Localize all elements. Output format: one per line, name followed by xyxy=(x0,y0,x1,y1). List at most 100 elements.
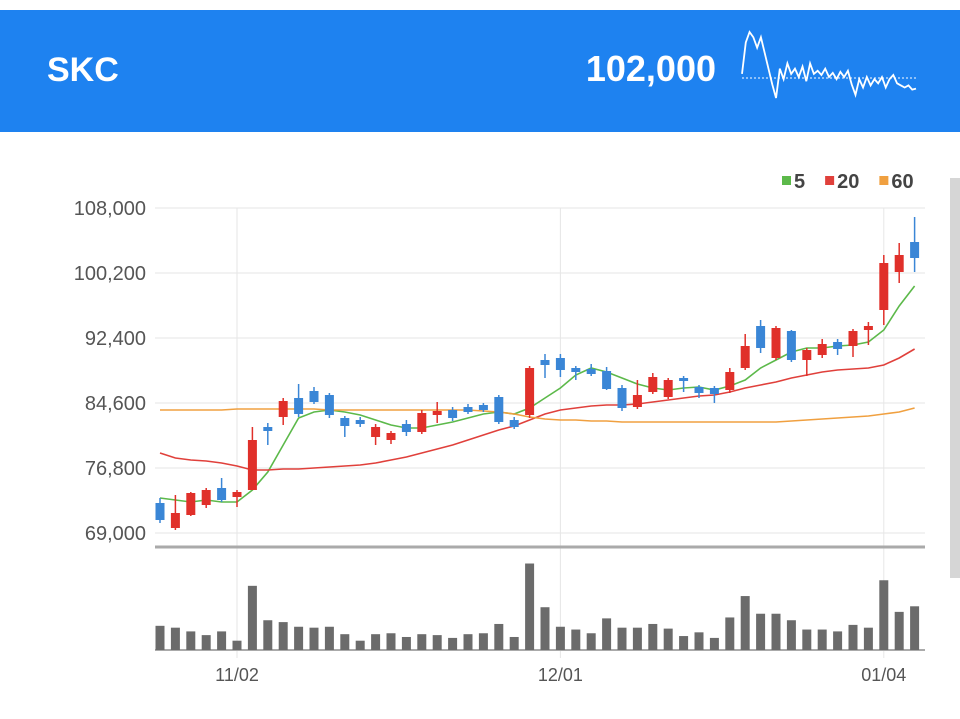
volume-bar xyxy=(679,636,689,650)
y-tick-label: 100,200 xyxy=(74,263,146,285)
moving-average-line xyxy=(159,348,916,471)
legend-swatch xyxy=(782,176,791,185)
scrollbar xyxy=(950,178,960,578)
volume-bar xyxy=(232,640,242,650)
candle-body xyxy=(694,387,704,393)
volume-bar xyxy=(478,633,488,650)
volume-bar xyxy=(170,627,180,650)
candle-body xyxy=(417,413,427,432)
candle-body xyxy=(247,440,257,490)
candle-body xyxy=(386,433,396,440)
candle-body xyxy=(786,331,796,360)
candle-body xyxy=(371,427,381,437)
volume-bar xyxy=(894,611,904,650)
candle-body xyxy=(232,492,242,497)
volume-bar xyxy=(786,620,796,650)
candle-body xyxy=(910,242,920,258)
candle-body xyxy=(802,350,812,360)
volume-bar xyxy=(863,627,873,650)
candle-body xyxy=(648,377,658,392)
candle-body xyxy=(263,427,273,431)
candle-body xyxy=(586,369,596,374)
volume-bar xyxy=(602,618,612,650)
x-tick-label: 12/01 xyxy=(538,665,583,685)
volume-bar xyxy=(740,596,750,650)
y-tick-label: 108,000 xyxy=(74,198,146,220)
candle-body xyxy=(355,420,365,424)
volume-bar xyxy=(217,631,227,650)
volume-bar xyxy=(309,627,319,650)
candle-body xyxy=(340,418,350,426)
candle-body xyxy=(663,380,673,397)
volume-bar xyxy=(294,626,304,650)
volume-bar xyxy=(432,635,442,650)
sparkline xyxy=(741,30,917,99)
candle-body xyxy=(725,372,735,390)
volume-bar xyxy=(663,628,673,650)
candle-body xyxy=(448,410,458,418)
x-tick-label: 01/04 xyxy=(861,665,906,685)
volume-bar xyxy=(201,635,211,650)
candle-body xyxy=(478,405,488,410)
y-tick-label: 84,600 xyxy=(85,393,146,415)
volume-bar xyxy=(555,626,565,650)
candle-body xyxy=(494,397,504,422)
candle-body xyxy=(324,395,334,415)
candle-body xyxy=(894,255,904,272)
y-tick-label: 92,400 xyxy=(85,328,146,350)
volume-bar xyxy=(278,622,288,650)
volume-bar xyxy=(571,629,581,650)
volume-bar xyxy=(632,627,642,650)
candle-body xyxy=(756,326,766,348)
stock-price: 102,000 xyxy=(586,48,716,89)
volume-bar xyxy=(355,640,365,650)
candle-body xyxy=(617,388,627,408)
volume-bar xyxy=(417,634,427,650)
volume-bar xyxy=(186,631,196,650)
candle-body xyxy=(879,263,889,310)
volume-bar xyxy=(648,623,658,650)
volume-bar xyxy=(540,607,550,650)
legend-swatch xyxy=(825,176,835,185)
candle-body xyxy=(771,328,781,358)
candle-body xyxy=(602,371,612,389)
volume-bar xyxy=(155,625,165,650)
volume-bar xyxy=(525,563,535,650)
volume-bar xyxy=(509,636,519,650)
legend-label: 5 xyxy=(794,171,805,193)
volume-bar xyxy=(386,633,396,650)
volume-bar xyxy=(709,637,719,650)
candle-body xyxy=(525,368,535,415)
candle-body xyxy=(833,342,843,349)
volume-bar xyxy=(817,629,827,650)
candle-body xyxy=(401,424,411,432)
candle-body xyxy=(201,490,211,505)
candle-body xyxy=(571,368,581,372)
stock-name: SKC xyxy=(47,51,119,89)
volume-bar xyxy=(247,585,257,650)
volume-bar xyxy=(833,631,843,650)
candle-body xyxy=(679,378,689,381)
volume-bar xyxy=(494,623,504,650)
volume-bar xyxy=(694,632,704,650)
candle-body xyxy=(463,407,473,412)
volume-bar xyxy=(586,633,596,650)
candle-body xyxy=(740,346,750,368)
candle-body xyxy=(709,388,719,394)
candle-body xyxy=(278,401,288,417)
candle-body xyxy=(217,488,227,500)
candle-body xyxy=(848,331,858,346)
volume-bar xyxy=(401,636,411,650)
volume-bar xyxy=(448,637,458,650)
candle-body xyxy=(155,503,165,520)
candle-body xyxy=(632,395,642,407)
candle-body xyxy=(170,513,180,528)
moving-average-line xyxy=(160,407,915,423)
volume-bar xyxy=(617,627,627,650)
x-tick-label: 11/02 xyxy=(215,665,259,685)
volume-bar xyxy=(910,606,920,650)
volume-bar xyxy=(771,613,781,650)
candle-body xyxy=(294,398,304,414)
